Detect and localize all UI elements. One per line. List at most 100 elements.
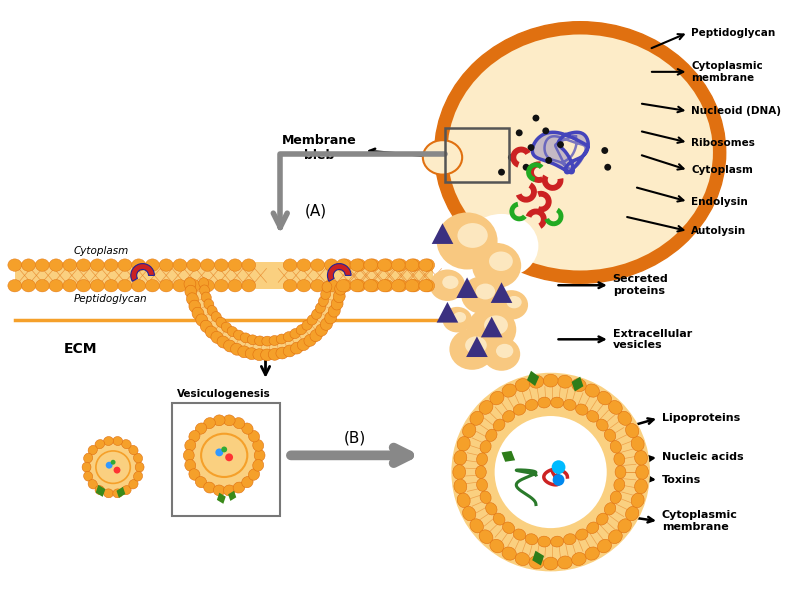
Ellipse shape: [458, 223, 488, 248]
Ellipse shape: [8, 259, 22, 271]
Ellipse shape: [297, 259, 310, 271]
Ellipse shape: [122, 486, 131, 495]
Ellipse shape: [405, 259, 419, 271]
Ellipse shape: [134, 471, 142, 481]
Ellipse shape: [254, 450, 265, 461]
Text: Endolysin: Endolysin: [691, 197, 748, 207]
Polygon shape: [532, 132, 588, 173]
Ellipse shape: [214, 259, 228, 271]
Ellipse shape: [465, 336, 486, 354]
Polygon shape: [532, 551, 544, 566]
Ellipse shape: [200, 285, 210, 296]
Ellipse shape: [261, 349, 274, 361]
Ellipse shape: [338, 259, 352, 271]
Ellipse shape: [336, 279, 350, 292]
Ellipse shape: [228, 259, 242, 271]
Circle shape: [533, 115, 539, 121]
Ellipse shape: [8, 279, 22, 292]
Ellipse shape: [253, 349, 266, 361]
Text: Vesiculogenesis: Vesiculogenesis: [178, 389, 271, 399]
Ellipse shape: [423, 140, 462, 175]
Wedge shape: [544, 208, 563, 226]
Ellipse shape: [315, 324, 328, 336]
Ellipse shape: [483, 337, 520, 371]
Ellipse shape: [618, 411, 631, 425]
Ellipse shape: [90, 279, 104, 292]
Ellipse shape: [352, 259, 366, 271]
Ellipse shape: [298, 338, 310, 350]
Ellipse shape: [450, 328, 494, 370]
Ellipse shape: [132, 259, 146, 271]
Ellipse shape: [364, 259, 378, 271]
Ellipse shape: [201, 279, 214, 292]
Ellipse shape: [391, 279, 405, 292]
Ellipse shape: [207, 306, 218, 316]
Ellipse shape: [379, 279, 394, 292]
Ellipse shape: [502, 411, 514, 422]
Ellipse shape: [185, 285, 197, 298]
Ellipse shape: [480, 441, 491, 453]
Ellipse shape: [77, 259, 90, 271]
Ellipse shape: [475, 466, 486, 478]
Ellipse shape: [189, 300, 201, 313]
Ellipse shape: [467, 307, 516, 352]
Ellipse shape: [470, 411, 483, 425]
Wedge shape: [528, 161, 544, 183]
Polygon shape: [190, 283, 341, 355]
Ellipse shape: [185, 459, 196, 471]
Ellipse shape: [378, 259, 391, 271]
Ellipse shape: [458, 437, 470, 451]
Text: Cytoplasm: Cytoplasm: [74, 246, 129, 257]
Text: Nucleic acids: Nucleic acids: [662, 452, 743, 462]
Ellipse shape: [310, 279, 325, 292]
Ellipse shape: [486, 429, 497, 441]
Ellipse shape: [122, 440, 131, 448]
Ellipse shape: [49, 259, 63, 271]
Ellipse shape: [391, 259, 405, 271]
Ellipse shape: [113, 489, 122, 498]
Ellipse shape: [366, 279, 379, 292]
Ellipse shape: [379, 259, 394, 271]
Ellipse shape: [479, 530, 493, 544]
Ellipse shape: [103, 437, 114, 446]
Polygon shape: [502, 451, 515, 462]
Ellipse shape: [82, 462, 91, 472]
Wedge shape: [526, 162, 543, 182]
Ellipse shape: [496, 344, 514, 358]
Ellipse shape: [489, 252, 513, 271]
Ellipse shape: [200, 320, 213, 332]
Polygon shape: [437, 302, 458, 322]
Text: Ribosomes: Ribosomes: [691, 138, 755, 148]
Ellipse shape: [49, 279, 63, 292]
Ellipse shape: [366, 259, 379, 271]
Ellipse shape: [214, 415, 225, 426]
Circle shape: [546, 157, 552, 164]
Ellipse shape: [529, 376, 544, 388]
Ellipse shape: [453, 465, 466, 480]
Ellipse shape: [195, 423, 206, 434]
Ellipse shape: [214, 279, 228, 292]
Ellipse shape: [585, 547, 599, 560]
Ellipse shape: [283, 345, 296, 357]
Ellipse shape: [563, 534, 576, 545]
Ellipse shape: [192, 307, 204, 320]
Ellipse shape: [598, 539, 611, 553]
Ellipse shape: [230, 343, 243, 355]
Ellipse shape: [113, 437, 122, 446]
Ellipse shape: [290, 342, 303, 354]
Polygon shape: [217, 493, 226, 504]
Ellipse shape: [364, 279, 378, 292]
Ellipse shape: [254, 336, 266, 346]
Ellipse shape: [249, 469, 259, 480]
Ellipse shape: [238, 346, 250, 358]
Ellipse shape: [526, 534, 538, 545]
Ellipse shape: [506, 296, 522, 309]
Text: ECM: ECM: [64, 342, 98, 356]
Ellipse shape: [88, 480, 98, 489]
Wedge shape: [510, 147, 530, 167]
Ellipse shape: [618, 519, 631, 533]
Ellipse shape: [223, 415, 235, 426]
Ellipse shape: [472, 243, 521, 288]
Text: Toxins: Toxins: [662, 475, 701, 485]
Ellipse shape: [307, 315, 318, 325]
